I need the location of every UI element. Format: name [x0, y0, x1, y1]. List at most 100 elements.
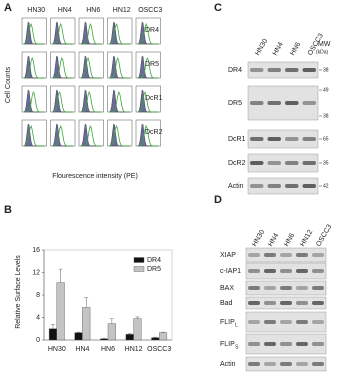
row-label: DR4: [228, 67, 242, 74]
mw-label: 65: [323, 136, 329, 142]
band: [296, 342, 308, 346]
error-bar: [102, 338, 107, 339]
bar: [100, 338, 109, 341]
receptor-histogram: [109, 125, 130, 147]
error-bar: [50, 323, 55, 329]
blot-strip: [245, 247, 327, 263]
band: [285, 161, 299, 165]
band: [267, 184, 281, 188]
lane-label: HN12: [299, 229, 314, 248]
blot-strip: [245, 333, 327, 355]
band: [302, 184, 316, 188]
band: [264, 320, 276, 324]
band: [264, 342, 276, 346]
panel-label: C: [214, 2, 222, 14]
legend-label: DR4: [147, 257, 161, 264]
bar: [82, 307, 91, 341]
receptor-histogram: [137, 22, 159, 45]
band: [248, 269, 260, 273]
band: [312, 320, 324, 324]
band: [267, 161, 281, 165]
row-label: DcR1: [228, 136, 246, 143]
mw-label: 35: [323, 160, 329, 166]
mw-label: 38: [323, 67, 329, 73]
y-tick-label: 8: [36, 292, 40, 299]
band: [280, 286, 292, 290]
lane-label: HN4: [272, 41, 285, 57]
band: [312, 362, 324, 366]
band: [285, 101, 299, 105]
y-tick-label: 0: [36, 337, 40, 344]
band: [302, 68, 316, 72]
row-label: Actin: [228, 183, 244, 190]
band: [267, 68, 281, 72]
band: [264, 253, 276, 257]
lane-label: HN6: [283, 232, 296, 248]
y-tick-label: 16: [32, 247, 40, 254]
row-label: Actin: [220, 361, 236, 368]
legend-swatch: [133, 266, 145, 272]
lane-label: HN4: [267, 232, 280, 248]
row-label: DR5: [228, 100, 242, 107]
mw-label: 42: [323, 183, 329, 189]
bar: [107, 323, 116, 341]
band: [280, 253, 292, 257]
receptor-histogram: [80, 125, 102, 147]
x-tick-label: HN6: [101, 346, 115, 353]
band: [248, 301, 260, 305]
bar: [48, 328, 57, 341]
column-label: OSCC3: [138, 7, 162, 14]
band: [248, 362, 260, 366]
x-tick-label: HN4: [75, 346, 89, 353]
receptor-histogram: [80, 23, 102, 45]
band: [312, 342, 324, 346]
receptor-histogram: [52, 57, 73, 79]
band: [250, 101, 264, 105]
bar: [56, 282, 65, 341]
x-tick-label: HN12: [125, 346, 143, 353]
legend-label: DR5: [147, 266, 161, 273]
blot-strip: [247, 129, 319, 149]
bar: [158, 332, 168, 341]
band: [250, 68, 264, 72]
band: [248, 342, 260, 346]
band: [296, 301, 308, 305]
error-bar: [76, 331, 81, 333]
y-axis-label: Relative Surface Levels: [15, 255, 22, 329]
blot-strip: [247, 61, 319, 79]
row-label-subscript: L: [235, 322, 238, 328]
band: [312, 286, 324, 290]
row-label: DR5: [145, 61, 159, 68]
receptor-histogram: [23, 56, 45, 79]
panel-label: A: [4, 2, 12, 14]
receptor-histogram: [80, 90, 102, 113]
receptor-histogram: [137, 91, 159, 113]
blot-strip: [245, 262, 327, 280]
receptor-histogram: [52, 91, 73, 113]
band: [280, 301, 292, 305]
mw-unit: (kDa): [316, 49, 329, 55]
receptor-histogram: [80, 57, 102, 79]
y-tick-label: 12: [32, 269, 40, 276]
band: [248, 253, 260, 257]
band: [264, 269, 276, 273]
row-label: DR4: [145, 27, 159, 34]
bar: [74, 332, 83, 341]
row-label: FLIP: [220, 319, 235, 326]
receptor-histogram: [109, 56, 130, 79]
x-tick-label: OSCC3: [147, 346, 171, 353]
error-bar: [127, 332, 132, 335]
receptor-histogram: [23, 23, 45, 45]
bar: [133, 318, 142, 341]
column-label: HN6: [86, 7, 100, 14]
band: [312, 269, 324, 273]
band: [250, 161, 264, 165]
band: [264, 362, 276, 366]
band: [248, 320, 260, 324]
band: [312, 253, 324, 257]
band: [280, 269, 292, 273]
band: [267, 137, 281, 141]
bar: [151, 337, 160, 341]
receptor-histogram: [109, 23, 130, 45]
band: [296, 269, 308, 273]
